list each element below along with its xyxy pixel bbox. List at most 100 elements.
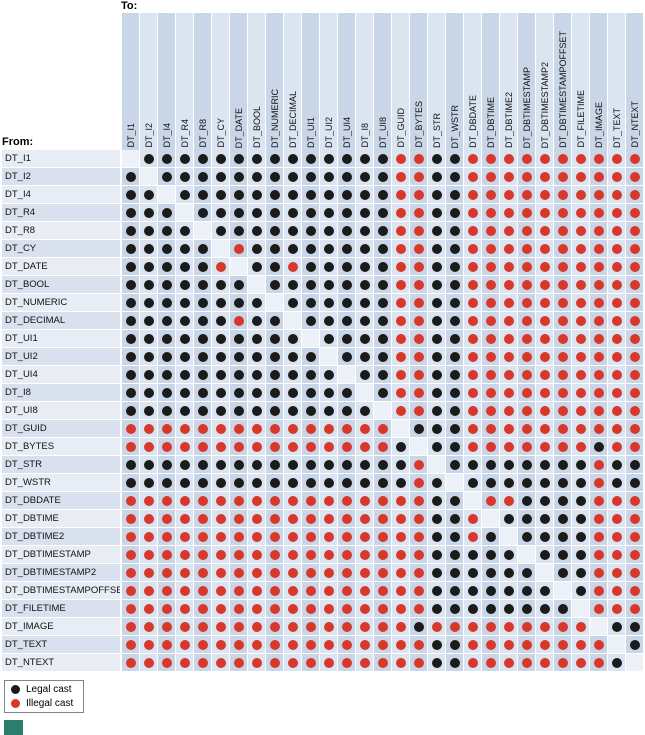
- illegal-cast-dot: [629, 405, 640, 416]
- matrix-cell: [572, 384, 590, 402]
- illegal-cast-dot: [269, 567, 280, 578]
- matrix-cell: [122, 564, 140, 582]
- matrix-cell: [590, 654, 608, 672]
- matrix-cell: [356, 276, 374, 294]
- matrix-cell: [500, 258, 518, 276]
- illegal-cast-dot: [323, 549, 334, 560]
- legal-cast-dot: [521, 567, 532, 578]
- matrix-cell: [374, 528, 392, 546]
- matrix-cell: [518, 528, 536, 546]
- illegal-cast-dot: [539, 333, 550, 344]
- legal-cast-dot: [431, 657, 442, 668]
- illegal-cast-dot: [557, 423, 568, 434]
- matrix-cell: [302, 330, 320, 348]
- legal-cast-dot: [233, 189, 244, 200]
- legal-cast-dot: [485, 603, 496, 614]
- matrix-cell: [500, 528, 518, 546]
- illegal-cast-dot: [305, 441, 316, 452]
- illegal-cast-dot: [575, 387, 586, 398]
- matrix-cell: [626, 528, 644, 546]
- legal-cast-dot: [269, 405, 280, 416]
- matrix-cell: [212, 600, 230, 618]
- matrix-cell: [446, 582, 464, 600]
- illegal-cast-dot: [269, 657, 280, 668]
- illegal-cast-dot: [485, 297, 496, 308]
- matrix-cell: [536, 582, 554, 600]
- row-label: DT_DBTIME: [2, 510, 120, 528]
- legal-cast-dot: [341, 171, 352, 182]
- legal-cast-dot: [197, 369, 208, 380]
- legal-cast-dot: [431, 243, 442, 254]
- matrix-cell: [302, 564, 320, 582]
- illegal-cast-dot: [539, 153, 550, 164]
- matrix-cell: [500, 456, 518, 474]
- illegal-cast-dot: [593, 459, 604, 470]
- legend-illegal-label: Illegal cast: [26, 698, 74, 709]
- matrix-cell: [284, 150, 302, 168]
- illegal-cast-dot: [611, 261, 622, 272]
- row-label: DT_STR: [2, 456, 120, 474]
- matrix-cell: [140, 366, 158, 384]
- illegal-cast-dot: [413, 639, 424, 650]
- legal-cast-dot: [377, 315, 388, 326]
- matrix-cell: [302, 618, 320, 636]
- illegal-cast-dot: [413, 387, 424, 398]
- illegal-cast-dot: [143, 513, 154, 524]
- illegal-cast-dot: [125, 621, 136, 632]
- matrix-cell: [266, 528, 284, 546]
- illegal-cast-dot: [539, 315, 550, 326]
- legal-cast-dot: [449, 207, 460, 218]
- col-header: DT_BOOL: [248, 13, 266, 150]
- illegal-cast-dot: [269, 441, 280, 452]
- legal-cast-dot: [323, 477, 334, 488]
- matrix-cell: [554, 330, 572, 348]
- matrix-cell: [554, 438, 572, 456]
- col-header: DT_DBTIMESTAMP: [518, 13, 536, 150]
- legal-cast-dot: [359, 477, 370, 488]
- matrix-cell: [194, 510, 212, 528]
- matrix-cell: [608, 546, 626, 564]
- matrix-cell: [608, 294, 626, 312]
- matrix-cell: [464, 546, 482, 564]
- legal-cast-dot: [431, 423, 442, 434]
- illegal-cast-dot: [359, 423, 370, 434]
- matrix-cell: [176, 186, 194, 204]
- legal-cast-dot: [125, 279, 136, 290]
- col-header: DT_DBTIME: [482, 13, 500, 150]
- illegal-cast-dot: [395, 261, 406, 272]
- illegal-cast-dot: [503, 297, 514, 308]
- legal-cast-dot: [449, 567, 460, 578]
- matrix-cell: [482, 564, 500, 582]
- matrix-cell: [338, 150, 356, 168]
- matrix-cell: [392, 312, 410, 330]
- matrix-cell: [554, 312, 572, 330]
- matrix-row: DT_WSTR: [2, 474, 644, 492]
- illegal-cast-dot: [251, 549, 262, 560]
- matrix-cell: [230, 312, 248, 330]
- legal-cast-dot: [323, 225, 334, 236]
- matrix-cell: [464, 240, 482, 258]
- illegal-cast-dot: [629, 531, 640, 542]
- illegal-cast-dot: [611, 225, 622, 236]
- illegal-cast-dot: [557, 189, 568, 200]
- matrix-row: DT_BOOL: [2, 276, 644, 294]
- illegal-cast-dot: [629, 441, 640, 452]
- matrix-cell: [554, 366, 572, 384]
- matrix-cell: [626, 564, 644, 582]
- legal-cast-dot: [431, 315, 442, 326]
- illegal-cast-dot: [611, 243, 622, 254]
- matrix-cell: [284, 456, 302, 474]
- legal-cast-dot: [161, 261, 172, 272]
- matrix-cell: [230, 402, 248, 420]
- matrix-cell: [140, 420, 158, 438]
- matrix-cell: [536, 330, 554, 348]
- matrix-cell: [320, 402, 338, 420]
- legal-cast-dot: [305, 369, 316, 380]
- matrix-cell: [428, 204, 446, 222]
- col-header: DT_DBTIME2: [500, 13, 518, 150]
- illegal-cast-dot: [341, 513, 352, 524]
- matrix-cell: [410, 420, 428, 438]
- legal-cast-dot: [161, 297, 172, 308]
- col-header-label: DT_DBTIMESTAMP: [521, 66, 532, 148]
- illegal-cast-dot: [611, 531, 622, 542]
